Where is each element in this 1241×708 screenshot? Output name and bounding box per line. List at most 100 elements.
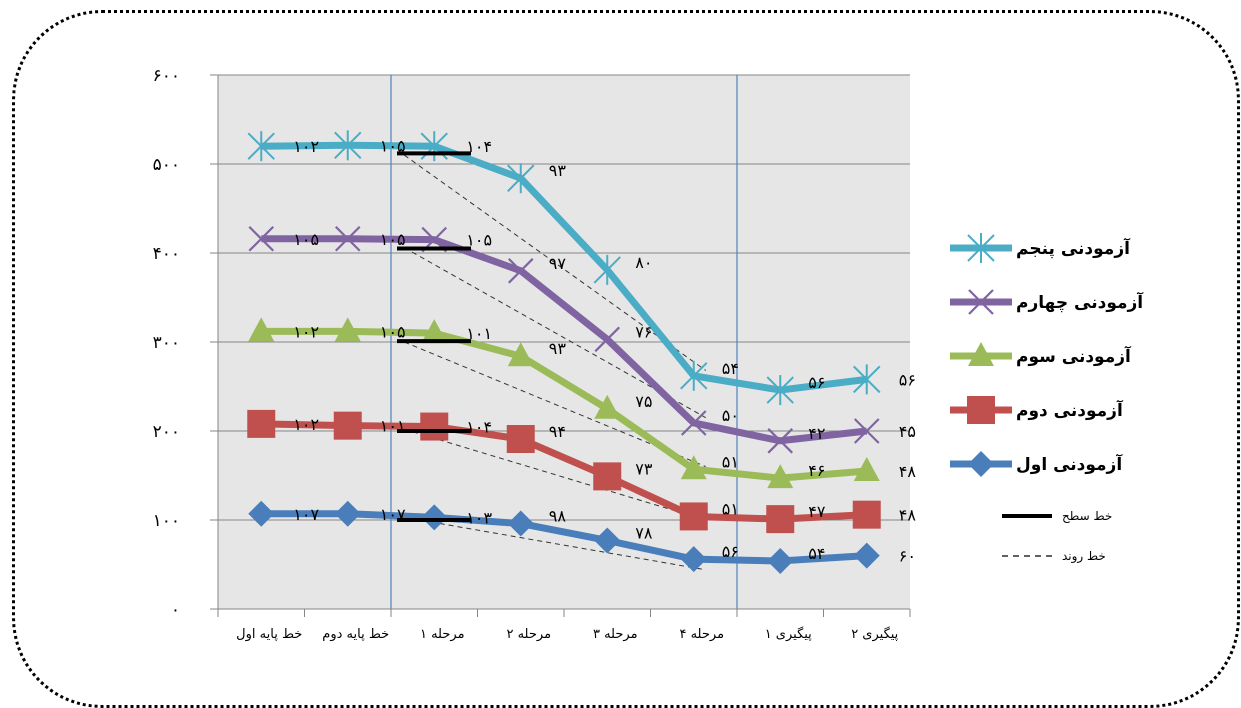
x-marker: [507, 258, 534, 284]
square-marker: [679, 502, 708, 531]
trend-line: [404, 516, 706, 571]
diamond-marker: [334, 500, 361, 527]
x-tick-label: خط پایه اول: [236, 627, 302, 642]
star-marker: [766, 375, 794, 406]
x-tick-label: خط پایه دوم: [322, 627, 389, 642]
data-label: ۹۸: [549, 507, 567, 526]
data-label: ۱۰۷: [293, 505, 319, 524]
marker-stroke: [334, 225, 361, 252]
data-label: ۷۶: [635, 322, 652, 341]
data-label: ۵۶: [808, 373, 825, 392]
data-label: ۱۰۱: [380, 417, 406, 436]
marker-stroke: [507, 258, 534, 284]
x-tick-label: مرحله ۳: [593, 627, 638, 642]
data-label: ۱۰۴: [466, 418, 492, 437]
y-tick-label: ۴۰۰: [153, 244, 180, 264]
data-label: ۱۰۵: [380, 136, 406, 155]
diamond-marker: [968, 451, 994, 477]
triangle-marker: [968, 342, 994, 366]
marker-stroke: [968, 289, 994, 315]
data-labels: ۱۰۷ ۱۰۷ ۱۰۳ ۹۸ ۷۸ ۵۶ ۵۴ ۶۰ ۱۰۲ ۱۰۱ ۱۰۴ ۹۴ ۷۳ ۵۱ ۴۷ ۴۸ ۱۰…: [293, 136, 916, 565]
triangle-marker: [248, 317, 275, 342]
data-label: ۴۸: [899, 462, 917, 481]
series-line: [261, 420, 867, 523]
marker-stroke: [680, 410, 707, 436]
square-marker: [420, 412, 449, 441]
diamond-marker: [853, 542, 880, 569]
legend-label: آزمودنی دوم: [1016, 399, 1124, 421]
legend-label: آزمودنی اول: [1016, 453, 1123, 475]
x-marker: [680, 410, 707, 436]
data-label: ۵۶: [722, 542, 739, 561]
triangle-marker: [767, 464, 794, 489]
triangle-marker: [594, 394, 621, 419]
data-label: ۵۱: [722, 499, 739, 518]
diamond-marker: [248, 500, 275, 527]
square-marker: [593, 462, 622, 491]
diamond-marker: [421, 504, 448, 531]
data-label: ۹۳: [549, 339, 567, 358]
data-label: ۱۰۲: [293, 322, 319, 341]
square-marker: [967, 396, 995, 424]
x-marker: [248, 225, 275, 252]
triangle-marker: [421, 319, 448, 344]
x-tick-label: مرحله ۲: [506, 627, 551, 642]
data-label: ۱۰۵: [380, 322, 406, 341]
star-marker: [593, 254, 621, 285]
square-marker: [247, 409, 276, 438]
series-line: [261, 510, 867, 565]
data-label: ۶۰: [899, 547, 916, 566]
data-label: ۱۰۳: [466, 508, 492, 527]
series-1: [248, 500, 880, 574]
triangle-marker: [507, 342, 534, 367]
y-tick-label: ۶۰۰: [153, 66, 180, 86]
star-marker: [247, 131, 275, 162]
triangle-marker: [334, 317, 361, 342]
data-label: ۷۸: [635, 523, 653, 542]
square-marker: [333, 411, 362, 440]
data-label: ۵۴: [722, 359, 739, 378]
x-marker: [968, 289, 994, 315]
diamond-marker: [767, 547, 794, 574]
data-label: ۱۰۵: [293, 230, 319, 249]
star-marker: [680, 360, 708, 391]
y-tick-label: ۱۰۰: [153, 511, 180, 531]
series-3: [248, 317, 880, 489]
series-4: [248, 225, 880, 454]
x-tick-label: مرحله ۴: [679, 627, 724, 642]
data-label: ۵۱: [722, 452, 739, 471]
data-label: ۵۰: [722, 406, 739, 425]
data-label: ۷۵: [635, 392, 652, 411]
square-marker: [506, 425, 535, 454]
star-marker: [853, 364, 881, 395]
legend-label: آزمودنی چهارم: [1016, 291, 1144, 313]
series-line: [261, 235, 868, 445]
data-label: ۱۰۴: [466, 137, 492, 156]
marker-stroke: [248, 225, 275, 252]
level-lines: [397, 151, 471, 522]
star-marker: [967, 233, 995, 263]
triangle-marker: [680, 455, 707, 480]
data-label: ۷۳: [635, 459, 653, 478]
data-label: ۴۸: [899, 506, 917, 525]
legend-label: خط سطح: [1062, 509, 1112, 523]
x-marker: [853, 418, 880, 444]
x-marker: [767, 428, 794, 454]
square-marker: [852, 500, 881, 529]
series-2: [247, 409, 881, 534]
triangle-marker: [853, 457, 880, 482]
trend-line: [403, 154, 707, 371]
y-tick-label: ۲۰۰: [153, 422, 180, 442]
trend-line: [404, 428, 706, 521]
data-label: ۱۰۲: [293, 415, 319, 434]
marker-stroke: [594, 326, 621, 353]
line-chart: ۰ ۱۰۰ ۲۰۰ ۳۰۰ ۴۰۰ ۵۰۰ ۶۰۰ خط پایه اول خط پایه دو…: [153, 66, 1145, 642]
data-label: ۹۳: [549, 161, 567, 180]
data-label: ۹۴: [549, 422, 566, 441]
data-label: ۴۵: [899, 422, 916, 441]
x-marker: [594, 326, 621, 353]
square-marker: [766, 505, 795, 534]
y-tick-label: ۵۰۰: [153, 155, 180, 175]
data-label: ۹۷: [549, 254, 567, 273]
series-group: [247, 130, 881, 574]
